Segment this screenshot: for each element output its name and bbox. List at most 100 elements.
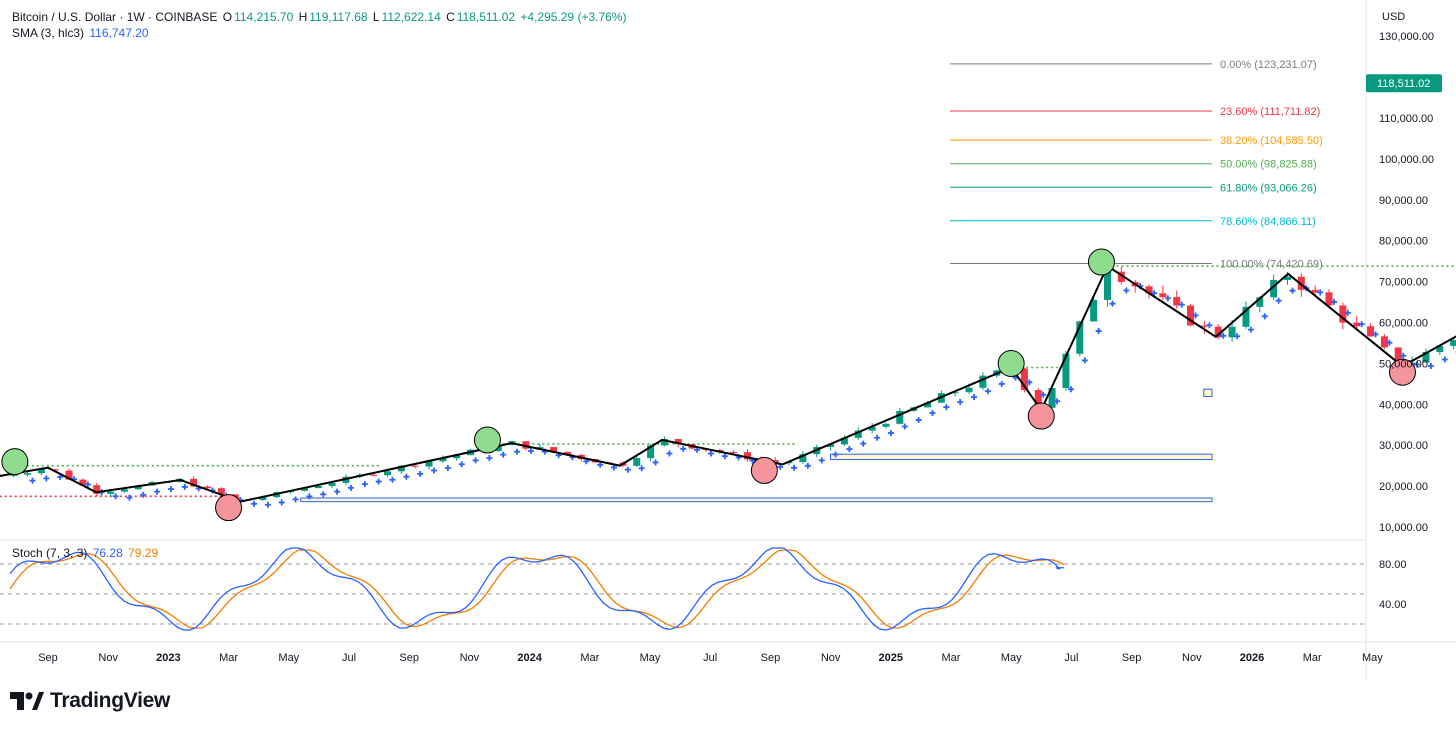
sma-point-3 (43, 475, 50, 482)
candle-body-61 (840, 437, 848, 445)
fib-label-6: 100.00% (74,420.69) (1220, 259, 1323, 271)
sma-point-63 (874, 434, 881, 441)
time-tick-label-22: May (1362, 652, 1383, 664)
last-price-badge-text: 118,511.02 (1377, 78, 1430, 90)
candle-body-83 (1145, 286, 1153, 294)
time-tick-label-21: Mar (1303, 652, 1322, 664)
candle-body-96 (1325, 292, 1333, 306)
sma-point-74 (1026, 379, 1033, 386)
sma-point-64 (887, 430, 894, 437)
time-tick-label-13: Nov (821, 652, 841, 664)
sma-point-11 (154, 488, 161, 495)
zigzag-line (0, 264, 1456, 503)
sma-point-26 (361, 481, 368, 488)
sma-point-19 (264, 501, 271, 508)
candle-body-92 (1270, 279, 1278, 298)
trough-marker-2 (1027, 402, 1055, 430)
candle-body-19 (259, 497, 267, 500)
price-tick-label-11: 130,000.00 (1379, 31, 1434, 43)
candle-body-33 (453, 455, 461, 459)
candle-body-86 (1187, 305, 1195, 326)
sma-legend[interactable]: SMA (3, hlc3) 116,747.20 (12, 26, 151, 40)
candle-body-10 (134, 485, 142, 490)
candle-body-67 (923, 402, 931, 408)
candle-body-75 (1034, 389, 1042, 408)
sma-point-36 (500, 451, 507, 458)
sma-point-90 (1247, 326, 1254, 333)
time-tick-label-7: Nov (460, 652, 480, 664)
stoch-legend[interactable]: Stoch (7, 3, 3) 76.28 79.29 (12, 546, 160, 560)
sma-point-59 (818, 457, 825, 464)
sma-point-67 (929, 410, 936, 417)
sma-point-92 (1275, 297, 1282, 304)
time-tick-label-2: 2023 (156, 652, 180, 664)
sma-point-85 (1178, 301, 1185, 308)
sma-point-97 (1344, 309, 1351, 316)
candle-body-70 (965, 387, 973, 393)
candle-body-54 (743, 452, 751, 460)
candle-body-91 (1256, 297, 1264, 307)
candle-body-24 (328, 482, 336, 486)
candle-body-47 (647, 445, 655, 459)
tradingview-logo[interactable]: TradingView (10, 686, 170, 716)
time-tick-label-17: Jul (1064, 652, 1078, 664)
candle-body-4 (51, 469, 59, 471)
candle-body-2 (23, 473, 31, 475)
candle-body-30 (411, 465, 419, 467)
stoch-k-value: 76.28 (92, 546, 123, 560)
close-label: C (446, 10, 455, 24)
candle-body-88 (1214, 326, 1222, 338)
price-chart[interactable]: 0.00% (123,231.07) 23.60% (111,711.82) 38.… (0, 0, 1456, 680)
candle-body-48 (660, 438, 668, 446)
sma-point-93 (1289, 287, 1296, 294)
candle-body-97 (1339, 305, 1347, 323)
sma-point-51 (707, 450, 714, 457)
support-zone-3 (1203, 388, 1213, 398)
fib-label-2: 38.20% (104,585.50) (1220, 135, 1323, 147)
candle-body-31 (425, 461, 433, 467)
sma-point-46 (638, 465, 645, 472)
open-label: O (222, 10, 233, 24)
trough-marker-0 (215, 494, 243, 522)
candle-body-84 (1159, 293, 1167, 298)
last-price-badge (1366, 74, 1442, 93)
time-tick-label-0: Sep (38, 652, 58, 664)
sma-point-62 (860, 440, 867, 447)
sma-point-10 (140, 491, 147, 498)
price-tick-label-6: 70,000.00 (1379, 277, 1428, 289)
sma-point-78 (1081, 357, 1088, 364)
chart-area[interactable]: 0.00% (123,231.07) 23.60% (111,711.82) 38.… (0, 0, 1456, 680)
price-tick-label-2: 30,000.00 (1379, 440, 1428, 452)
candle-body-62 (854, 430, 862, 438)
sma-point-83 (1151, 290, 1158, 297)
candle-body-22 (300, 488, 308, 491)
trough-marker-1 (750, 456, 778, 484)
time-tick-label-10: May (640, 652, 661, 664)
currency-label: USD (1382, 11, 1405, 23)
sma-point-87 (1206, 322, 1213, 329)
sma-point-79 (1095, 328, 1102, 335)
candle-body-105 (1450, 340, 1456, 346)
sma-point-18 (251, 500, 258, 507)
sma-point-9 (126, 494, 133, 501)
sma-point-70 (971, 394, 978, 401)
peak-marker-3 (1087, 248, 1115, 276)
sma-point-88 (1220, 332, 1227, 339)
candle-body-74 (1020, 368, 1028, 390)
price-tick-label-9: 100,000.00 (1379, 154, 1434, 166)
candle-body-99 (1367, 326, 1375, 337)
candle-body-14 (190, 478, 198, 487)
candle-body-89 (1228, 326, 1236, 338)
candle-body-8 (107, 491, 115, 494)
sma-point-86 (1192, 312, 1199, 319)
candle-body-16 (217, 488, 225, 495)
stoch-k-line (9, 547, 1064, 631)
sma-point-65 (901, 423, 908, 430)
sma-point-21 (292, 496, 299, 503)
change-value: +4,295.29 (+3.76%) (520, 10, 627, 24)
candle-body-60 (827, 444, 835, 447)
candle-body-104 (1436, 345, 1444, 353)
sma-point-20 (278, 499, 285, 506)
stoch-label: Stoch (7, 3, 3) (12, 546, 88, 560)
time-tick-label-11: Jul (703, 652, 717, 664)
